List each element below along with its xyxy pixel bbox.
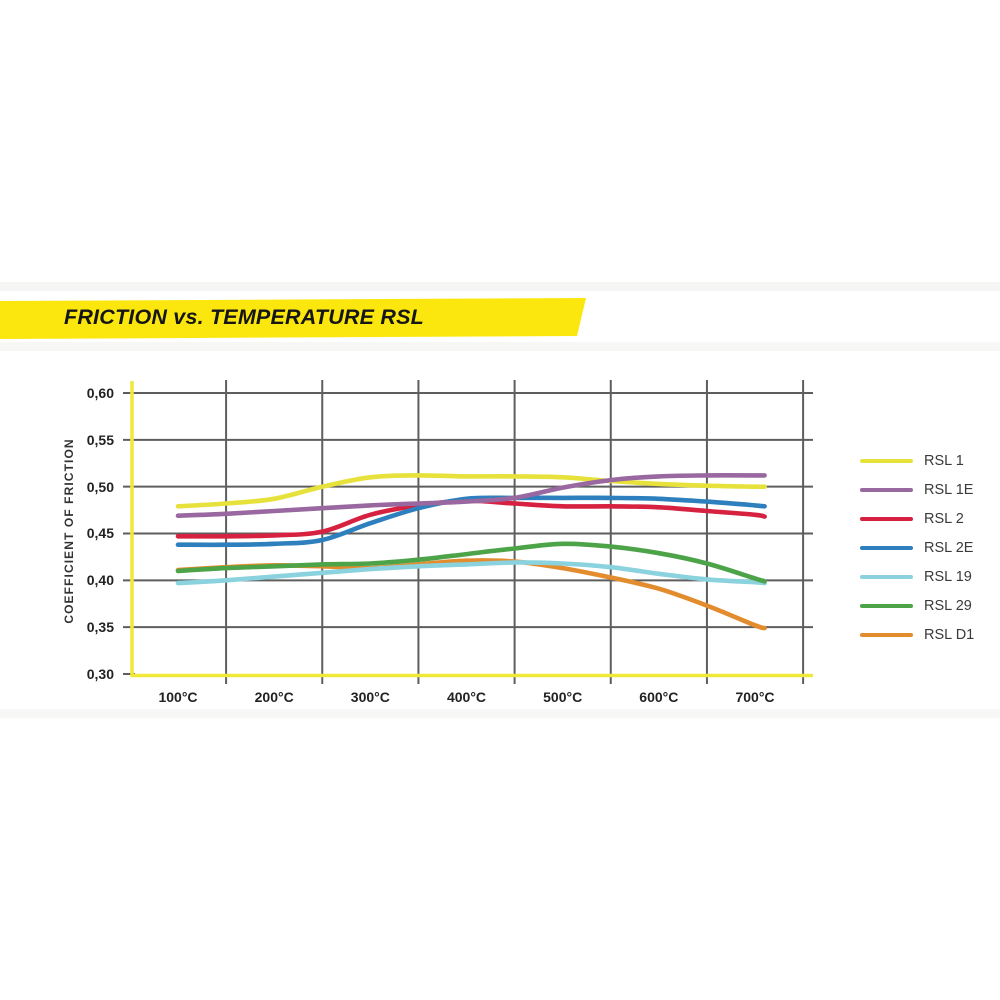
legend-line-swatch — [860, 545, 913, 551]
legend-label: RSL 1E — [924, 482, 974, 498]
x-tick-label: 600°C — [639, 689, 679, 705]
x-tick-label: 100°C — [158, 689, 198, 705]
legend-label: RSL 2 — [924, 511, 964, 527]
y-tick-label: 0,45 — [86, 525, 114, 542]
legend-line-swatch — [860, 458, 913, 464]
legend-item-rsl-1: RSL 1 — [860, 451, 964, 471]
series-line-rsl-2 — [175, 498, 767, 539]
y-tick-label: 0,35 — [86, 619, 114, 636]
chart-title: FRICTION vs. TEMPERATURE RSL — [64, 305, 424, 329]
legend-label: RSL 19 — [924, 569, 972, 585]
legend-label: RSL 29 — [924, 598, 972, 614]
y-tick-label: 0,55 — [86, 431, 114, 448]
title-banner: FRICTION vs. TEMPERATURE RSL — [0, 298, 586, 339]
y-tick-label: 0,60 — [86, 385, 114, 401]
legend-line-swatch — [860, 574, 913, 580]
x-tick-label: 700°C — [735, 689, 775, 705]
legend-item-rsl-1e: RSL 1E — [860, 480, 973, 500]
legend-line-swatch — [860, 487, 913, 493]
legend-item-rsl-d1: RSL D1 — [860, 625, 974, 645]
series-line-rsl-d1 — [175, 558, 767, 631]
legend-item-rsl-2e: RSL 2E — [860, 538, 973, 558]
legend-item-rsl-29: RSL 29 — [860, 596, 972, 616]
series-line-rsl-2e — [175, 495, 767, 548]
legend-label: RSL D1 — [924, 627, 975, 643]
y-tick-label: 0,30 — [86, 665, 114, 682]
series-line-rsl-29 — [175, 541, 767, 584]
legend-item-rsl-19: RSL 19 — [860, 567, 972, 587]
x-tick-label: 300°C — [350, 689, 390, 705]
x-tick-label: 200°C — [254, 689, 294, 705]
x-tick-label: 500°C — [543, 689, 583, 705]
legend-line-swatch — [860, 516, 913, 522]
legend-label: RSL 2E — [924, 540, 974, 556]
legend-line-swatch — [860, 603, 913, 609]
legend-line-swatch — [860, 632, 913, 638]
x-tick-label: 400°C — [446, 689, 487, 705]
y-tick-label: 0,40 — [86, 572, 114, 589]
series-line-rsl-1 — [175, 473, 767, 509]
legend-item-rsl-2: RSL 2 — [860, 509, 964, 529]
series-line-rsl-19 — [175, 560, 767, 586]
legend-label: RSL 1 — [924, 453, 964, 469]
series-line-rsl-1e — [175, 473, 767, 518]
y-tick-label: 0,50 — [86, 478, 114, 495]
